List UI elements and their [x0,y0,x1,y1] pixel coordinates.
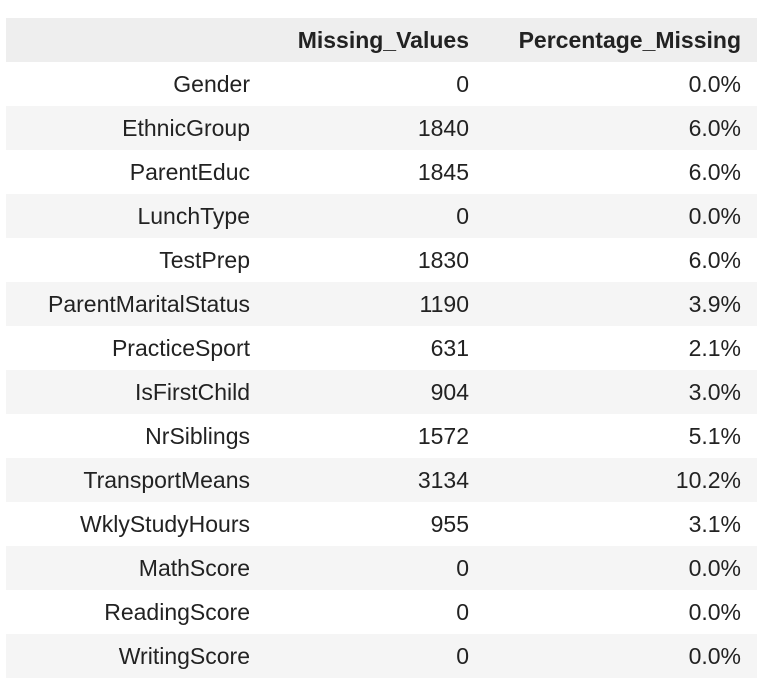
row-index-label: NrSiblings [145,422,250,449]
row-index-label: IsFirstChild [134,378,250,405]
row-index-label: WklyStudyHours [80,510,250,537]
missing-values-cell: 904 [430,378,469,405]
table-header: Missing_Values Percentage_Missing [6,18,757,62]
missing-values-cell: 0 [456,70,469,97]
missing-values-table: Missing_Values Percentage_Missing Gender… [6,18,757,678]
table-row: TestPrep 1830 6.0% [6,238,757,282]
table-row: NrSiblings 1572 5.1% [6,414,757,458]
table-row: LunchType 0 0.0% [6,194,757,238]
percentage-missing-cell: 2.1% [688,334,741,361]
percentage-missing-cell: 10.2% [675,466,741,493]
percentage-missing-cell: 0.0% [688,554,741,581]
row-index-label: MathScore [138,554,250,581]
table-row: ParentMaritalStatus 1190 3.9% [6,282,757,326]
percentage-missing-cell: 3.9% [688,290,741,317]
percentage-missing-cell: 6.0% [688,246,741,273]
dataframe-output: Missing_Values Percentage_Missing Gender… [6,18,757,678]
table-row: TransportMeans 3134 10.2% [6,458,757,502]
table-row: ParentEduc 1845 6.0% [6,150,757,194]
table-row: IsFirstChild 904 3.0% [6,370,757,414]
missing-values-cell: 1845 [417,158,469,185]
missing-values-cell: 1572 [417,422,469,449]
missing-values-cell: 0 [456,598,469,625]
table-row: Gender 0 0.0% [6,62,757,106]
row-index-label: TransportMeans [83,466,250,493]
missing-values-cell: 1830 [417,246,469,273]
percentage-missing-cell: 6.0% [688,114,741,141]
row-index-label: TestPrep [159,246,250,273]
missing-values-cell: 0 [456,554,469,581]
table-row: WritingScore 0 0.0% [6,634,757,678]
row-index-label: ParentEduc [129,158,250,185]
missing-values-cell: 631 [430,334,469,361]
index-header-cell [6,18,260,62]
row-index-label: PracticeSport [111,334,250,361]
percentage-missing-cell: 3.1% [688,510,741,537]
percentage-missing-cell: 6.0% [688,158,741,185]
table-row: MathScore 0 0.0% [6,546,757,590]
percentage-missing-cell: 0.0% [688,642,741,669]
table-row: WklyStudyHours 955 3.1% [6,502,757,546]
column-header-percentage-missing: Percentage_Missing [518,26,741,53]
missing-values-cell: 955 [430,510,469,537]
missing-values-cell: 1190 [419,290,469,317]
missing-values-cell: 0 [456,642,469,669]
row-index-label: Gender [173,70,250,97]
row-index-label: ReadingScore [104,598,250,625]
percentage-missing-cell: 0.0% [688,598,741,625]
table-body: Gender 0 0.0% EthnicGroup 1840 6.0% Pare… [6,62,757,678]
missing-values-cell: 0 [456,202,469,229]
percentage-missing-cell: 0.0% [688,202,741,229]
table-row: PracticeSport 631 2.1% [6,326,757,370]
column-header-missing-values: Missing_Values [297,26,469,53]
header-row: Missing_Values Percentage_Missing [6,18,757,62]
table-row: EthnicGroup 1840 6.0% [6,106,757,150]
percentage-missing-cell: 3.0% [688,378,741,405]
missing-values-cell: 1840 [417,114,469,141]
missing-values-cell: 3134 [417,466,469,493]
row-index-label: WritingScore [118,642,250,669]
table-row: ReadingScore 0 0.0% [6,590,757,634]
row-index-label: LunchType [137,202,250,229]
percentage-missing-cell: 0.0% [688,70,741,97]
percentage-missing-cell: 5.1% [688,422,741,449]
row-index-label: ParentMaritalStatus [48,290,250,317]
row-index-label: EthnicGroup [122,114,250,141]
